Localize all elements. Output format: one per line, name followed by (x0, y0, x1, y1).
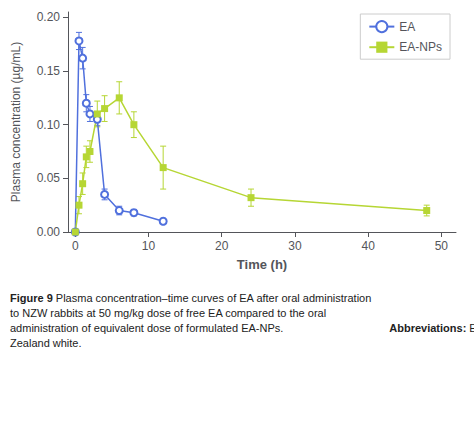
svg-text:0.15: 0.15 (37, 64, 61, 78)
svg-text:0.10: 0.10 (37, 118, 61, 132)
svg-text:20: 20 (215, 239, 229, 253)
svg-text:Abbreviations:: Abbreviations: (389, 322, 466, 334)
svg-text:40: 40 (361, 239, 375, 253)
svg-text:Figure 9: Figure 9 (10, 292, 53, 304)
svg-text:Zealand white.: Zealand white. (10, 337, 82, 349)
svg-text:to NZW rabbits at 50 mg/kg dos: to NZW rabbits at 50 mg/kg dose of free … (10, 307, 329, 319)
svg-text:Plasma concentration (µg/mL): Plasma concentration (µg/mL) (9, 42, 23, 202)
svg-text:Plasma concentration–time curv: Plasma concentration–time curves of EA a… (53, 292, 375, 304)
svg-text:EA, ellagic acid; EA-NPs, EA-l: EA, ellagic acid; EA-NPs, EA-loaded nano… (466, 322, 474, 334)
svg-text:EA: EA (399, 20, 415, 34)
svg-text:50: 50 (435, 239, 449, 253)
svg-text:administration of equivalent d: administration of equivalent dose of for… (10, 322, 283, 334)
svg-text:10: 10 (142, 239, 156, 253)
svg-text:0.00: 0.00 (37, 225, 61, 239)
svg-text:Time (h): Time (h) (237, 257, 287, 272)
svg-text:EA-NPs: EA-NPs (399, 40, 442, 54)
svg-text:0: 0 (72, 239, 79, 253)
svg-text:0.20: 0.20 (37, 10, 61, 24)
svg-text:0.05: 0.05 (37, 171, 61, 185)
svg-text:30: 30 (288, 239, 302, 253)
